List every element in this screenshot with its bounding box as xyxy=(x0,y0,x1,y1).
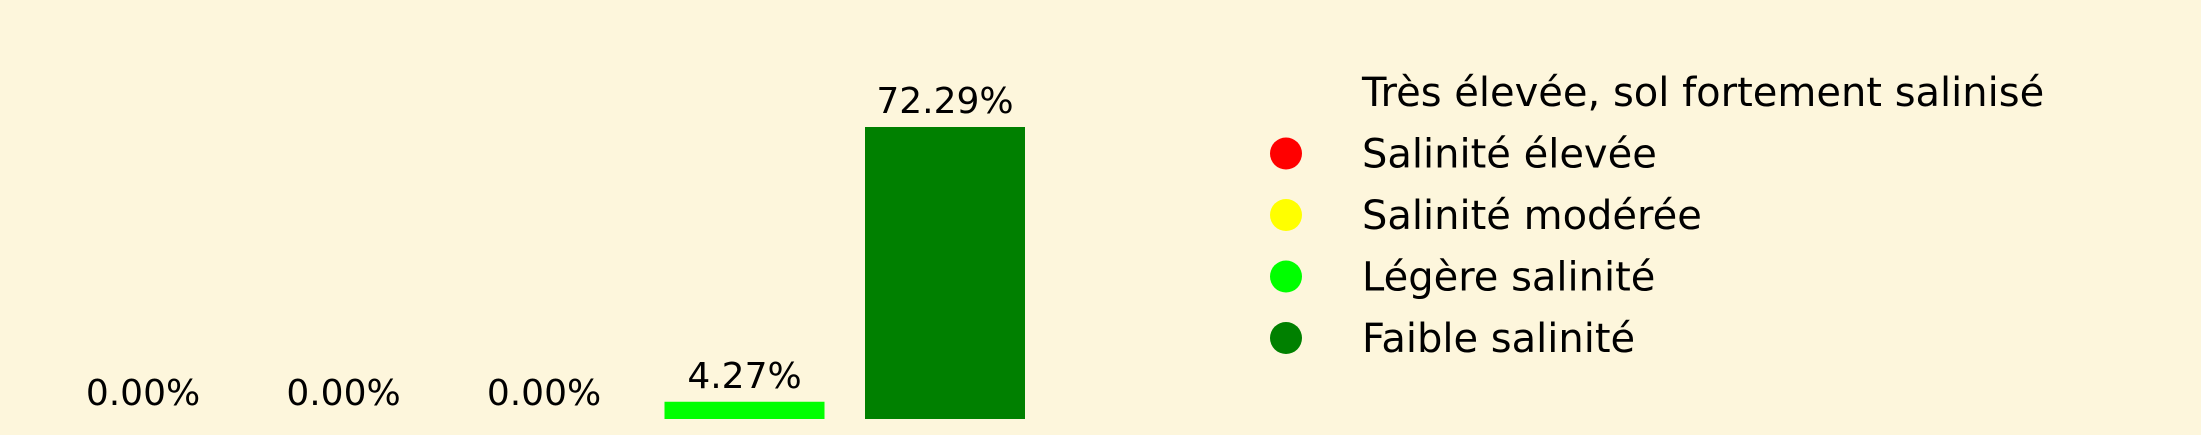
legend-item: Très élevée, sol fortement salinisé xyxy=(1270,70,2044,116)
legend-marker xyxy=(1270,137,1302,170)
bar-4 xyxy=(664,401,825,419)
legend: Très élevée, sol fortement salinisé Salin… xyxy=(1270,70,2044,362)
bar-value-label: 72.29% xyxy=(876,81,1013,122)
legend-marker xyxy=(1270,260,1302,293)
legend-label: Salinité élevée xyxy=(1362,132,1657,178)
bar-value-label: 0.00% xyxy=(487,373,601,414)
bar-5 xyxy=(865,127,1025,419)
legend-marker xyxy=(1270,76,1302,108)
legend-item: Salinité modérée xyxy=(1270,193,1702,239)
legend-item: Salinité élevée xyxy=(1270,132,1657,178)
legend-marker xyxy=(1270,322,1302,354)
bar-value-label: 0.00% xyxy=(286,373,400,414)
bar-labels-group: 0.00% 0.00% 0.00% 4.27% 72.29% xyxy=(86,81,1014,414)
legend-label: Très élevée, sol fortement salinisé xyxy=(1361,70,2044,116)
bars-group xyxy=(664,127,1025,419)
legend-label: Faible salinité xyxy=(1362,316,1635,362)
legend-item: Légère salinité xyxy=(1270,255,1655,301)
legend-item: Faible salinité xyxy=(1270,316,1635,362)
bar-value-label: 0.00% xyxy=(86,373,200,414)
legend-marker xyxy=(1270,199,1302,231)
legend-label: Salinité modérée xyxy=(1362,193,1702,239)
bar-value-label: 4.27% xyxy=(687,356,801,397)
legend-label: Légère salinité xyxy=(1362,255,1655,301)
